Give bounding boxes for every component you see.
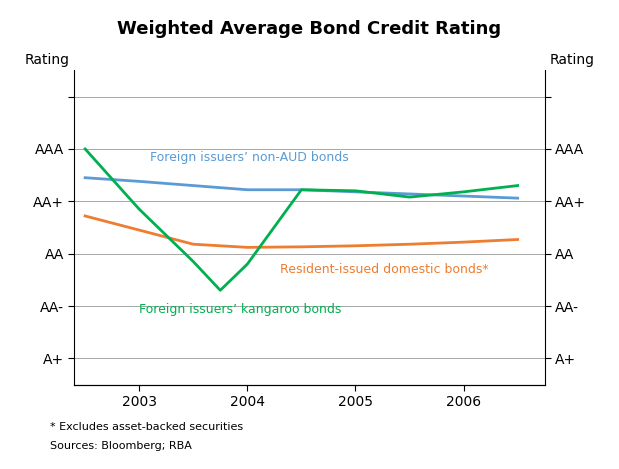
Text: * Excludes asset-backed securities: * Excludes asset-backed securities	[50, 422, 243, 432]
Text: Rating: Rating	[550, 53, 594, 67]
Text: Foreign issuers’ non-AUD bonds: Foreign issuers’ non-AUD bonds	[150, 151, 348, 164]
Text: Foreign issuers’ kangaroo bonds: Foreign issuers’ kangaroo bonds	[139, 303, 342, 317]
Text: Weighted Average Bond Credit Rating: Weighted Average Bond Credit Rating	[118, 20, 501, 38]
Text: Resident-issued domestic bonds*: Resident-issued domestic bonds*	[280, 263, 488, 276]
Text: Rating: Rating	[25, 53, 69, 67]
Text: Sources: Bloomberg; RBA: Sources: Bloomberg; RBA	[50, 441, 191, 451]
